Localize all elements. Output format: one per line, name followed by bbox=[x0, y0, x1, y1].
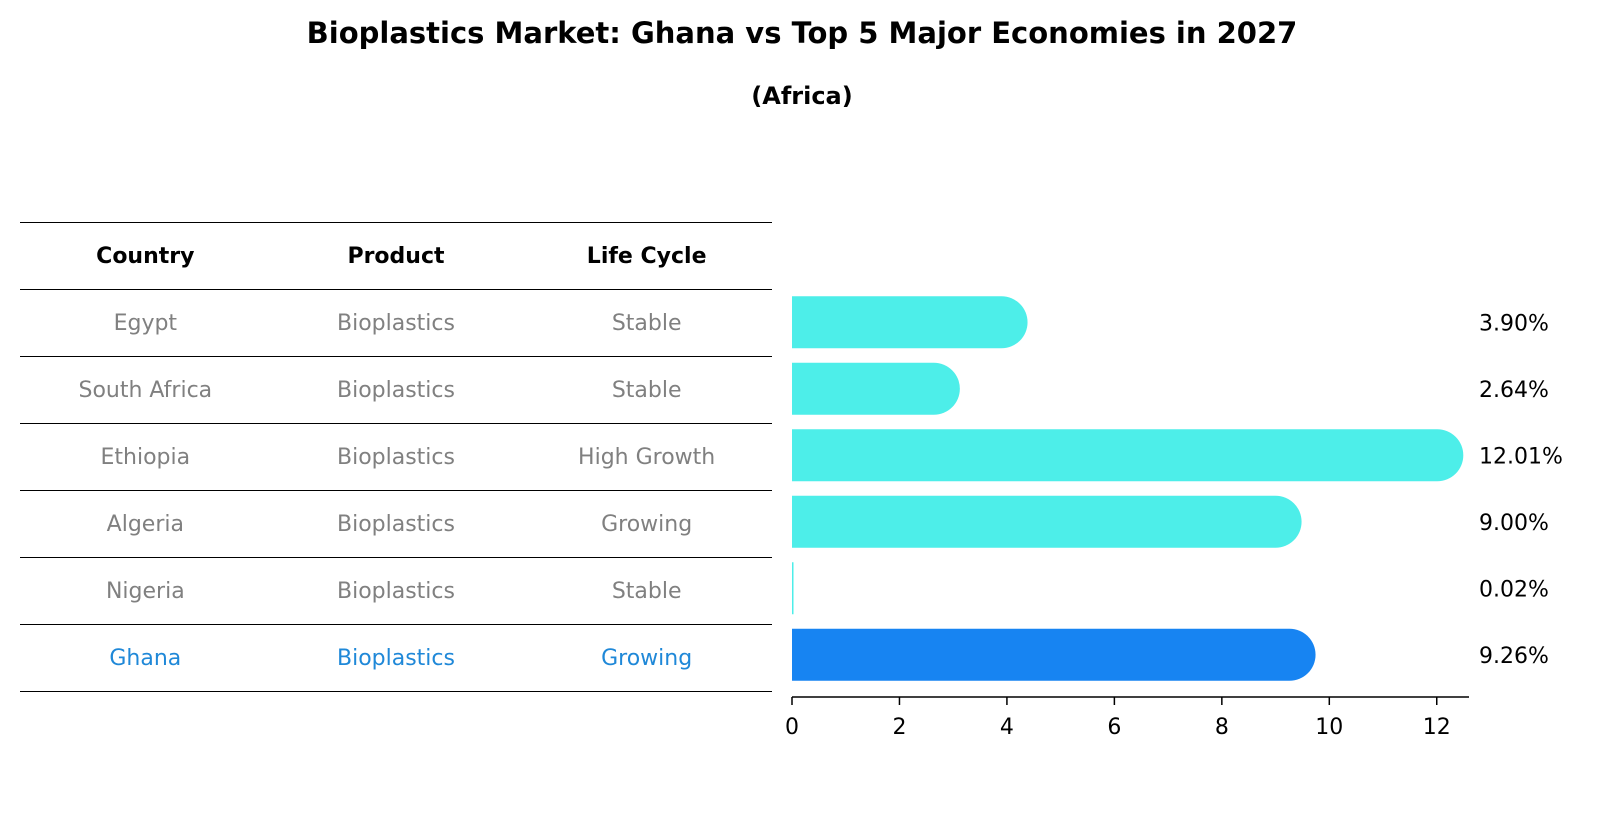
life-cycle-cell: High Growth bbox=[521, 423, 772, 491]
product-cell: Bioplastics bbox=[270, 624, 522, 692]
x-tick-label: 12 bbox=[1423, 715, 1451, 740]
chart-subtitle: (Africa) bbox=[751, 82, 853, 110]
product-cell: Bioplastics bbox=[270, 557, 522, 625]
bar-egypt bbox=[792, 296, 1028, 349]
country-cell: Ghana bbox=[20, 624, 271, 692]
table-row: Egypt Bioplastics Stable bbox=[20, 289, 772, 357]
life-cycle-cell: Growing bbox=[521, 490, 772, 558]
value-label: 3.90% bbox=[1479, 311, 1549, 336]
x-tick-label: 4 bbox=[1000, 715, 1014, 740]
value-label: 2.64% bbox=[1479, 378, 1549, 403]
x-tick-label: 0 bbox=[785, 715, 799, 740]
value-label: 12.01% bbox=[1479, 444, 1563, 469]
value-label: 9.26% bbox=[1479, 644, 1549, 669]
value-label: 0.02% bbox=[1479, 577, 1549, 602]
bar-ethiopia bbox=[792, 429, 1464, 482]
country-cell: Nigeria bbox=[20, 557, 271, 625]
country-cell: Ethiopia bbox=[20, 423, 271, 491]
country-table: Country Product Life Cycle Egypt Bioplas… bbox=[20, 222, 772, 692]
bar-nigeria bbox=[792, 562, 794, 615]
table-row: Algeria Bioplastics Growing bbox=[20, 490, 772, 558]
table-row-highlighted: Ghana Bioplastics Growing bbox=[20, 624, 772, 692]
life-cycle-cell: Stable bbox=[521, 289, 772, 357]
bar-ghana bbox=[792, 628, 1316, 681]
life-cycle-cell: Growing bbox=[521, 624, 772, 692]
bar-algeria bbox=[792, 495, 1302, 548]
product-cell: Bioplastics bbox=[270, 356, 522, 424]
life-cycle-cell: Stable bbox=[521, 557, 772, 625]
header-life-cycle: Life Cycle bbox=[521, 222, 772, 290]
table-header-row: Country Product Life Cycle bbox=[20, 222, 772, 290]
table-row: Ethiopia Bioplastics High Growth bbox=[20, 423, 772, 491]
bar-south-africa bbox=[792, 362, 960, 415]
country-cell: Egypt bbox=[20, 289, 271, 357]
table-row: South Africa Bioplastics Stable bbox=[20, 356, 772, 424]
country-cell: South Africa bbox=[20, 356, 271, 424]
product-cell: Bioplastics bbox=[270, 423, 522, 491]
chart-title: Bioplastics Market: Ghana vs Top 5 Major… bbox=[306, 16, 1298, 50]
x-tick-label: 8 bbox=[1215, 715, 1229, 740]
header-product: Product bbox=[270, 222, 522, 290]
x-tick-label: 6 bbox=[1107, 715, 1121, 740]
value-label: 9.00% bbox=[1479, 511, 1549, 536]
country-cell: Algeria bbox=[20, 490, 271, 558]
table-row: Nigeria Bioplastics Stable bbox=[20, 557, 772, 625]
x-tick-label: 2 bbox=[892, 715, 906, 740]
product-cell: Bioplastics bbox=[270, 289, 522, 357]
product-cell: Bioplastics bbox=[270, 490, 522, 558]
x-tick-label: 10 bbox=[1315, 715, 1343, 740]
header-country: Country bbox=[20, 222, 271, 290]
